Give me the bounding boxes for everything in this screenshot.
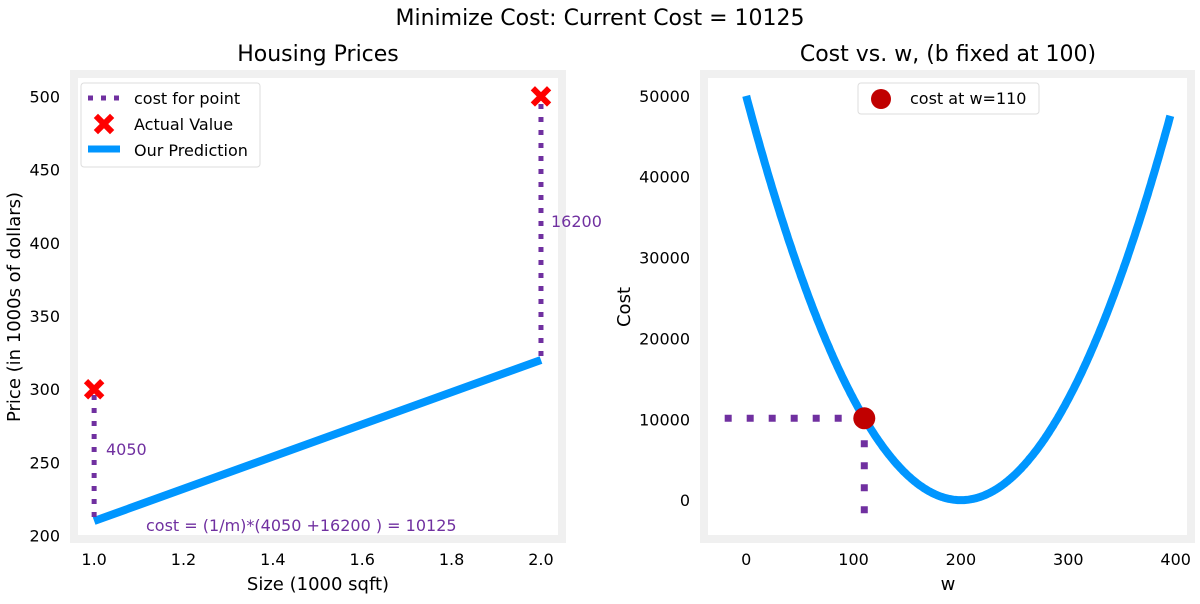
x-tick-label: 1.0: [81, 550, 106, 569]
axes-frame: [700, 70, 1195, 543]
x-tick-label: 2.0: [528, 550, 553, 569]
cost-label-2: 16200: [551, 212, 602, 231]
x-tick-label: 1.4: [260, 550, 285, 569]
x-tick-label: 200: [946, 550, 977, 569]
y-tick-label: 300: [29, 380, 60, 399]
cost-curve: [742, 94, 1175, 505]
prediction-line: [92, 356, 543, 525]
y-tick-label: 400: [29, 234, 60, 253]
ax1-xlabel: w: [941, 574, 956, 595]
suptitle: Minimize Cost: Current Cost = 10125: [395, 6, 804, 31]
y-tick-label: 20000: [639, 329, 690, 348]
x-tick-label: 1.6: [350, 550, 375, 569]
ax1-ylabel: Cost: [614, 287, 635, 327]
ax0-title: Housing Prices: [237, 42, 399, 67]
current-cost-marker: [853, 407, 876, 430]
legend-actual-swatch: [93, 113, 115, 135]
x-tick-label: 1.8: [439, 550, 464, 569]
ax0-ylabel: Price (in 1000s of dollars): [4, 192, 25, 422]
x-tick-label: 400: [1160, 550, 1191, 569]
legend-box: [857, 82, 1040, 115]
housing-prices-axes: Housing Prices Size (1000 sqft) Price (i…: [4, 42, 602, 595]
y-tick-label: 450: [29, 161, 60, 180]
cost-label-1: 4050: [106, 440, 147, 459]
legend-label: Actual Value: [134, 115, 233, 134]
legend: cost for point Actual Value Our Prediction: [80, 82, 261, 168]
legend-label: cost for point: [134, 89, 240, 108]
legend-box: [80, 82, 261, 168]
legend-marker-swatch: [871, 89, 891, 109]
legend: cost at w=110: [857, 82, 1040, 115]
x-tick-label: 100: [838, 550, 869, 569]
y-tick-label: 350: [29, 307, 60, 326]
legend-label: cost at w=110: [910, 89, 1026, 108]
x-tick-label: 1.2: [171, 550, 196, 569]
legend-label: Our Prediction: [134, 141, 248, 160]
ax1-title: Cost vs. w, (b fixed at 100): [800, 42, 1096, 67]
y-tick-label: 50000: [639, 87, 690, 106]
ax0-xlabel: Size (1000 sqft): [247, 574, 389, 595]
actual-value-marker: [83, 378, 105, 400]
actual-value-marker: [530, 86, 552, 107]
y-tick-label: 0: [680, 491, 690, 510]
y-tick-label: 250: [29, 453, 60, 472]
y-tick-label: 10000: [639, 410, 690, 429]
x-tick-label: 0: [741, 550, 751, 569]
x-tick-label: 300: [1053, 550, 1084, 569]
y-tick-label: 30000: [639, 249, 690, 268]
y-tick-label: 500: [29, 87, 60, 106]
y-tick-label: 200: [29, 527, 60, 546]
y-tick-label: 40000: [639, 168, 690, 187]
cost-annotation: cost = (1/m)*(4050 +16200 ) = 10125: [146, 516, 457, 535]
cost-vs-w-axes: Cost vs. w, (b fixed at 100) w Cost 0 100…: [614, 42, 1195, 595]
